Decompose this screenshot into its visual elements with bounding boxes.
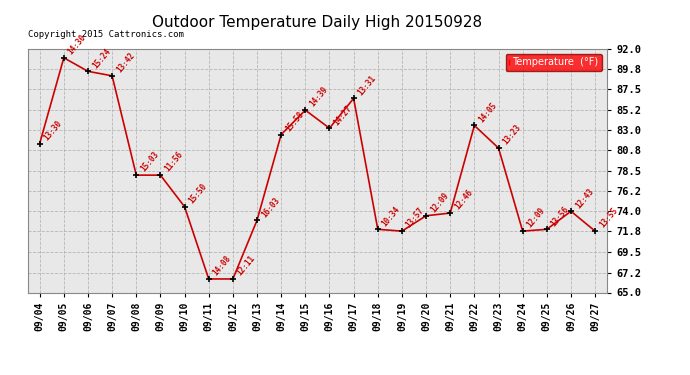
Text: 13:55: 13:55 [598, 206, 620, 230]
Legend: Temperature  (°F): Temperature (°F) [506, 54, 602, 71]
Text: 14:27: 14:27 [332, 104, 354, 127]
Text: 15:24: 15:24 [90, 46, 112, 70]
Text: Copyright 2015 Cattronics.com: Copyright 2015 Cattronics.com [28, 30, 184, 39]
Text: 15:50: 15:50 [187, 182, 209, 206]
Text: 14:39: 14:39 [308, 85, 330, 109]
Text: 15:03: 15:03 [139, 150, 161, 174]
Text: 12:09: 12:09 [428, 191, 451, 214]
Text: 12:43: 12:43 [573, 186, 595, 210]
Text: 11:56: 11:56 [163, 150, 185, 174]
Text: 13:57: 13:57 [404, 206, 426, 230]
Text: 12:46: 12:46 [453, 188, 475, 212]
Text: 13:42: 13:42 [115, 51, 137, 75]
Text: 14:08: 14:08 [211, 254, 233, 278]
Text: 10:34: 10:34 [380, 204, 402, 228]
Text: 14:30: 14:30 [66, 33, 88, 56]
Text: 15:58: 15:58 [284, 110, 306, 133]
Text: 13:31: 13:31 [356, 74, 378, 97]
Text: 13:23: 13:23 [501, 123, 523, 147]
Text: 14:05: 14:05 [477, 100, 499, 124]
Text: 16:03: 16:03 [259, 195, 282, 219]
Text: 12:11: 12:11 [235, 254, 257, 278]
Text: Outdoor Temperature Daily High 20150928: Outdoor Temperature Daily High 20150928 [152, 15, 482, 30]
Text: 12:09: 12:09 [525, 206, 547, 230]
Text: 13:56: 13:56 [549, 204, 571, 228]
Text: 13:30: 13:30 [42, 119, 64, 142]
